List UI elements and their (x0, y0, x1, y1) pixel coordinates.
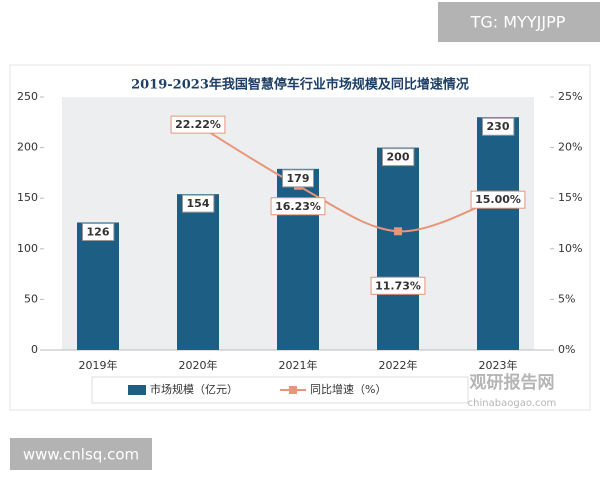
chart-title: 2019-2023年我国智慧停车行业市场规模及同比增速情况 (131, 77, 469, 93)
bar (477, 117, 519, 351)
legend-swatch (128, 385, 146, 395)
bar-value-label: 126 (87, 225, 110, 238)
bar (177, 194, 219, 350)
legend-swatch-marker (289, 386, 297, 394)
legend-label: 市场规模（亿元） (150, 382, 238, 396)
bar (377, 147, 419, 350)
line-value-label-box (170, 115, 226, 134)
y-tick-label: 100 (17, 242, 38, 255)
line-value-label-box (470, 190, 526, 209)
y2-tick-label: 25% (558, 90, 582, 103)
bar-value-label-box (82, 222, 115, 241)
site-text: www.cnlsq.com (23, 446, 139, 464)
bar-value-label: 179 (287, 172, 310, 185)
legend-label: 同比增速（%） (310, 382, 386, 396)
y-tick-label: 200 (17, 141, 38, 154)
y2-tick-label: 20% (558, 141, 582, 154)
y2-tick-label: 15% (558, 191, 582, 204)
line-marker (394, 227, 402, 236)
bar (277, 168, 319, 350)
tag-text: TG: MYYJJPP (470, 13, 566, 32)
line-value-label: 15.00% (475, 193, 521, 206)
x-tick-label: 2023年 (479, 358, 518, 372)
y2-tick-label: 5% (558, 292, 575, 305)
y2-tick-label: 0% (558, 343, 575, 356)
line-value-label: 16.23% (275, 200, 321, 213)
x-tick-label: 2019年 (79, 358, 118, 372)
line-value-label-box (370, 276, 426, 295)
y-tick-label: 150 (17, 191, 38, 204)
bar-value-label-box (382, 148, 415, 167)
bar (77, 222, 119, 350)
x-tick-label: 2020年 (179, 358, 218, 372)
bar-value-label-box (482, 117, 515, 136)
bar-value-label-box (182, 194, 215, 213)
bar-value-label: 200 (387, 151, 410, 164)
logo-url: chinabaogao.com (468, 398, 557, 409)
y-tick-label: 0 (31, 343, 38, 356)
line-value-label-box (270, 197, 326, 216)
bar-value-label-box (282, 169, 314, 188)
line-value-label: 11.73% (375, 279, 421, 292)
y-tick-label: 250 (17, 90, 38, 103)
line-value-label: 22.22% (175, 118, 221, 131)
x-tick-label: 2021年 (279, 358, 318, 372)
line (197, 124, 499, 233)
y-tick-label: 50 (24, 292, 38, 305)
logo-text: 观研报告网 (469, 372, 555, 393)
bar-value-label: 230 (487, 120, 510, 133)
site-banner (10, 438, 152, 470)
y2-tick-label: 10% (558, 242, 582, 255)
tag-banner (438, 2, 600, 42)
bar-value-label: 154 (187, 197, 210, 210)
x-tick-label: 2022年 (379, 358, 418, 372)
